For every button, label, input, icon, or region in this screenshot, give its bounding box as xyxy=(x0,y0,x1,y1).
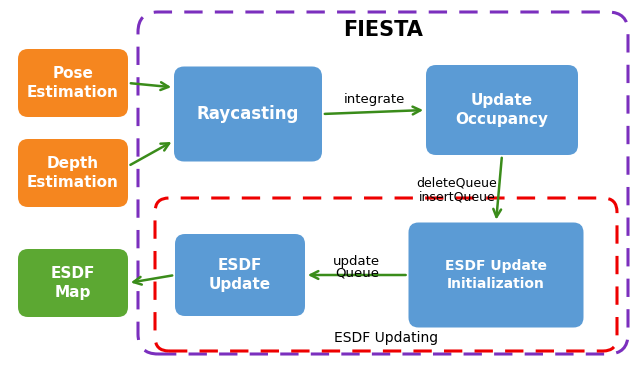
FancyBboxPatch shape xyxy=(174,67,322,161)
Text: Raycasting: Raycasting xyxy=(197,105,299,123)
Text: ESDF Update
Initialization: ESDF Update Initialization xyxy=(445,259,547,291)
Text: update: update xyxy=(333,254,380,268)
Text: deleteQueue: deleteQueue xyxy=(417,176,497,189)
Text: Update
Occupancy: Update Occupancy xyxy=(456,93,548,127)
FancyBboxPatch shape xyxy=(426,65,578,155)
Text: FIESTA: FIESTA xyxy=(343,20,423,40)
Text: integrate: integrate xyxy=(343,93,404,106)
Text: ESDF Updating: ESDF Updating xyxy=(334,331,438,345)
Text: Queue: Queue xyxy=(335,266,379,280)
Text: ESDF
Map: ESDF Map xyxy=(51,266,95,300)
FancyBboxPatch shape xyxy=(18,139,128,207)
Text: Pose
Estimation: Pose Estimation xyxy=(27,66,119,100)
FancyBboxPatch shape xyxy=(18,49,128,117)
FancyBboxPatch shape xyxy=(408,223,584,328)
FancyBboxPatch shape xyxy=(175,234,305,316)
Text: Depth
Estimation: Depth Estimation xyxy=(27,156,119,190)
Text: insertQueue: insertQueue xyxy=(419,190,495,203)
Text: ESDF
Update: ESDF Update xyxy=(209,258,271,292)
FancyBboxPatch shape xyxy=(18,249,128,317)
